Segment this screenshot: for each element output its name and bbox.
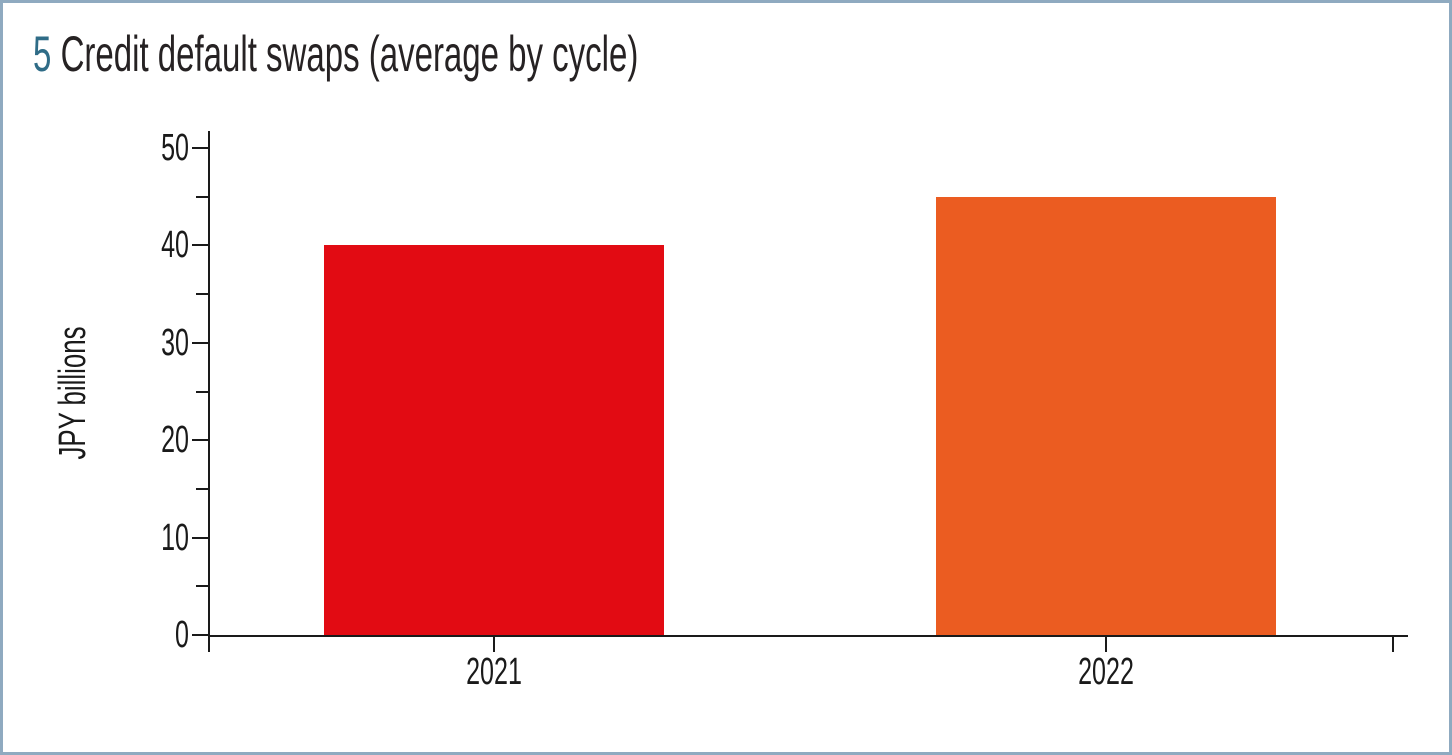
y-tick-label: 50: [161, 127, 189, 169]
y-tick-label: 30: [161, 321, 189, 364]
y-axis-label: JPY billions: [52, 326, 94, 460]
y-tick-label: 0: [175, 614, 189, 656]
bar-2022: [936, 196, 1276, 635]
chart-number: 5: [33, 26, 52, 82]
y-major-tick: [192, 536, 208, 539]
y-major-tick: [192, 634, 208, 636]
plot-area: JPY billions 0 10 20 30 40 50 2021 2022: [3, 3, 1449, 752]
bar-2021: [324, 245, 664, 635]
y-tick-label: 40: [161, 224, 189, 267]
y-major-tick: [192, 244, 208, 247]
x-category-label: 2022: [1078, 651, 1134, 693]
chart-title-text: Credit default swaps (average by cycle): [60, 26, 639, 82]
y-minor-tick: [196, 390, 208, 393]
y-tick-label: 20: [161, 419, 189, 462]
y-major-tick: [192, 341, 208, 344]
y-axis-line: [208, 131, 210, 652]
y-major-tick: [192, 147, 208, 149]
x-axis-line: [208, 635, 1408, 637]
y-minor-tick: [196, 487, 208, 490]
chart-title: 5 Credit default swaps (average by cycle): [33, 25, 638, 83]
y-major-tick: [192, 439, 208, 442]
y-minor-tick: [196, 585, 208, 588]
x-category-label: 2021: [466, 651, 522, 693]
x-axis-end-tick: [1392, 637, 1394, 652]
x-tick-2021: [493, 637, 495, 652]
y-minor-tick: [196, 195, 208, 198]
y-tick-label: 10: [161, 516, 189, 559]
x-tick-2022: [1105, 637, 1107, 652]
y-minor-tick: [196, 293, 208, 296]
